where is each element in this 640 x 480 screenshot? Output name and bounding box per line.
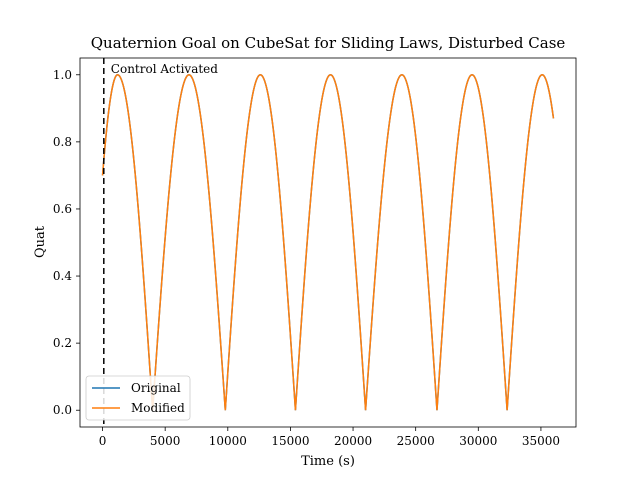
control-activated-annotation: Control Activated — [111, 62, 218, 76]
x-tick-label: 25000 — [397, 434, 435, 448]
x-tick-label: 35000 — [522, 434, 560, 448]
x-tick-label: 0 — [99, 434, 107, 448]
y-tick-label: 0.8 — [53, 135, 72, 149]
axes-frame — [79, 57, 577, 428]
chart-title: Quaternion Goal on CubeSat for Sliding L… — [91, 34, 566, 52]
legend-box — [85, 375, 191, 421]
y-tick-label: 0.4 — [53, 269, 72, 283]
series-layer — [101, 73, 555, 411]
legend-label-modified: Modified — [131, 401, 185, 415]
legend: Original Modified — [85, 375, 191, 421]
y-tick-label: 1.0 — [53, 68, 72, 82]
y-tick-label: 0.2 — [53, 336, 72, 350]
x-tick-label: 20000 — [334, 434, 372, 448]
y-tick-label: 0.6 — [53, 202, 72, 216]
x-tick-label: 5000 — [150, 434, 181, 448]
legend-label-original: Original — [131, 381, 181, 395]
y-axis: 0.0 0.2 0.4 0.6 0.8 1.0 — [53, 68, 80, 417]
x-axis-label: Time (s) — [301, 454, 355, 469]
x-tick-label: 15000 — [271, 434, 309, 448]
y-tick-label: 0.0 — [53, 403, 72, 417]
x-tick-label: 30000 — [459, 434, 497, 448]
x-tick-label: 10000 — [209, 434, 247, 448]
y-axis-label: Quat — [33, 225, 48, 258]
series-line-modified — [101, 73, 555, 411]
plot-area: Control Activated — [79, 57, 577, 428]
axes-background — [80, 58, 576, 427]
x-axis: 0 5000 10000 15000 20000 25000 30000 35000 — [99, 427, 560, 448]
